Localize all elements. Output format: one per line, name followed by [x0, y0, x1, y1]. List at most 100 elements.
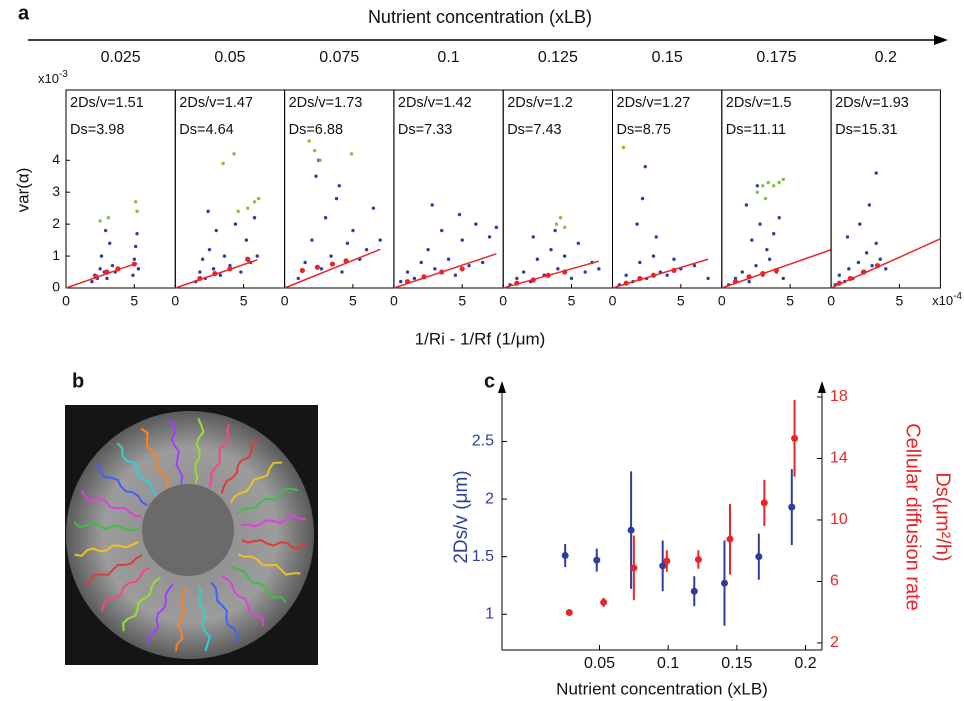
- x-tick-label: 0: [827, 293, 835, 309]
- y-tick-label: 2.5: [472, 433, 494, 450]
- point: [439, 269, 445, 275]
- point: [252, 216, 257, 220]
- point: [640, 196, 645, 201]
- x-tick-label: 0: [281, 293, 289, 309]
- point: [334, 196, 339, 201]
- annotation: Ds=4.64: [179, 122, 233, 138]
- x-tick-label: 0: [390, 293, 398, 309]
- point: [364, 247, 369, 252]
- category-label: 0.05: [214, 49, 245, 66]
- category-label: 0.125: [538, 49, 578, 66]
- point: [861, 269, 867, 275]
- point: [732, 279, 739, 285]
- point: [744, 203, 749, 207]
- trace: [96, 463, 148, 507]
- point: [314, 174, 318, 178]
- point: [514, 280, 520, 286]
- plot-frame: [65, 89, 176, 289]
- annotation: Ds=7.33: [398, 122, 452, 138]
- point: [565, 608, 573, 616]
- point: [371, 206, 376, 210]
- point: [549, 247, 553, 252]
- annotation: 2Ds/v=1.27: [617, 95, 691, 111]
- fit-line: [65, 262, 138, 289]
- trace: [80, 490, 142, 518]
- trace: [175, 586, 188, 652]
- plot-frame: [721, 89, 832, 289]
- annotation: 2Ds/v=1.73: [289, 95, 363, 111]
- point: [345, 241, 350, 245]
- fit-line: [284, 248, 381, 289]
- point: [487, 235, 492, 239]
- y2-tick-label: 18: [830, 388, 848, 405]
- point: [303, 260, 307, 265]
- point: [221, 161, 225, 166]
- trace: [208, 424, 231, 488]
- point: [706, 276, 710, 281]
- plot-frame: [612, 89, 723, 289]
- y-tick-label: 1.5: [472, 548, 494, 565]
- point: [459, 266, 465, 272]
- trace: [237, 553, 301, 576]
- point: [136, 267, 141, 271]
- point: [878, 257, 882, 261]
- panel-a-title: Nutrient concentration (xLB): [368, 7, 592, 27]
- point: [777, 180, 781, 185]
- point: [329, 261, 336, 267]
- point: [569, 276, 574, 281]
- point: [206, 209, 210, 214]
- x-tick-label: 0: [499, 293, 507, 309]
- trace: [167, 419, 184, 484]
- point: [836, 280, 842, 286]
- point: [637, 275, 643, 282]
- point: [867, 203, 872, 207]
- trace: [194, 417, 205, 484]
- point: [135, 232, 139, 236]
- point: [236, 209, 240, 214]
- point: [630, 564, 638, 572]
- point: [761, 184, 765, 188]
- annotation: 2Ds/v=1.5: [726, 95, 792, 111]
- point: [760, 499, 768, 507]
- point: [624, 273, 628, 277]
- point: [446, 257, 451, 261]
- point: [554, 222, 559, 226]
- point: [349, 152, 354, 156]
- point: [256, 196, 261, 201]
- trace: [230, 461, 282, 504]
- point: [746, 274, 752, 280]
- point: [837, 273, 841, 277]
- x-tick-label: 5: [240, 293, 248, 309]
- trace: [140, 427, 169, 489]
- y-multiplier: x10-3: [38, 69, 68, 87]
- point: [214, 228, 218, 233]
- trace: [221, 575, 265, 627]
- point: [378, 238, 382, 242]
- category-label: 0.025: [101, 49, 141, 66]
- point: [197, 275, 203, 282]
- point: [521, 270, 526, 274]
- x-multiplier: x10-4: [932, 291, 962, 309]
- point: [337, 184, 341, 188]
- point: [430, 203, 434, 207]
- point: [720, 579, 728, 587]
- point: [747, 279, 751, 284]
- point: [576, 241, 581, 245]
- point: [600, 598, 608, 606]
- point: [246, 206, 250, 210]
- x-axis-label: 1/Ri - 1/Rf (1/μm): [415, 329, 546, 348]
- point: [200, 257, 205, 261]
- point: [131, 261, 137, 267]
- point: [99, 254, 104, 258]
- point: [535, 257, 540, 261]
- point: [654, 235, 658, 239]
- annotation: Ds=3.98: [70, 122, 124, 138]
- point: [312, 148, 317, 153]
- x-tick-label: 5: [130, 293, 138, 309]
- category-label: 0.175: [756, 49, 796, 66]
- point: [314, 264, 320, 270]
- point: [404, 279, 411, 285]
- point: [531, 235, 535, 239]
- point: [845, 235, 850, 239]
- trace: [230, 565, 287, 603]
